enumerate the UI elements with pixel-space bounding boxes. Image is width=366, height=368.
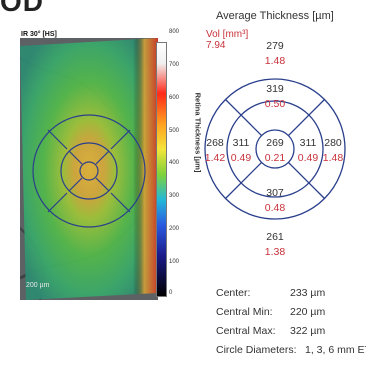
- outer-superior-thickness: 279: [266, 40, 284, 52]
- central-max-value: 322 µm: [290, 325, 326, 337]
- eye-label: OD: [0, 0, 44, 17]
- scale-tick: 300: [169, 193, 180, 199]
- inner-inferior-volume: 0.48: [265, 202, 286, 214]
- outer-nasal-thickness: 280: [324, 137, 342, 149]
- total-volume: 7.94: [206, 40, 226, 51]
- thickness-map-image: [20, 38, 158, 300]
- map-scale-label: 200 µm: [26, 282, 50, 289]
- inner-temporal-volume: 0.49: [231, 152, 252, 164]
- inner-ring: [226, 100, 324, 198]
- volume-label: Vol [mm³]: [206, 29, 249, 40]
- center-label: Center:: [216, 287, 251, 299]
- scale-tick: 800: [169, 29, 180, 35]
- scale-tick: 100: [169, 259, 180, 265]
- scale-tick: 400: [169, 160, 180, 166]
- circle-diameters-value: 1, 3, 6 mm ETDRS: [305, 344, 366, 356]
- outer-inferior-volume: 1.38: [265, 246, 286, 258]
- center-value: 233 µm: [290, 287, 326, 299]
- inner-inferior-thickness: 307: [266, 187, 284, 199]
- circle-diameters-label: Circle Diameters:: [216, 344, 297, 356]
- scale-title: Retina Thickness [µm]: [193, 92, 203, 173]
- inner-temporal-thickness: 311: [233, 137, 250, 149]
- scale-tick: 700: [169, 62, 180, 68]
- etdrs-title: Average Thickness [µm]: [216, 10, 334, 22]
- central-min-value: 220 µm: [290, 306, 326, 318]
- center-volume: 0.21: [265, 152, 286, 164]
- central-max-label: Central Max:: [216, 325, 276, 337]
- scale-tick: 600: [169, 95, 180, 101]
- inner-superior-thickness: 319: [266, 83, 284, 95]
- inner-nasal-volume: 0.49: [298, 152, 319, 164]
- thickness-map: [20, 38, 158, 300]
- map-label: IR 30° [HS]: [21, 31, 57, 38]
- center-ring: [255, 129, 295, 169]
- inner-nasal-thickness: 311: [300, 137, 317, 149]
- center-thickness: 269: [266, 137, 284, 149]
- outer-temporal-thickness: 268: [206, 137, 224, 149]
- outer-nasal-volume: 1.48: [323, 152, 344, 164]
- scale-tick: 500: [169, 128, 180, 134]
- scale-tick: 0: [169, 290, 173, 296]
- thickness-color-scale: [156, 42, 167, 297]
- inner-superior-volume: 0.50: [265, 98, 286, 110]
- outer-temporal-volume: 1.42: [205, 152, 226, 164]
- central-min-label: Central Min:: [216, 306, 273, 318]
- outer-inferior-thickness: 261: [266, 231, 284, 243]
- outer-superior-volume: 1.48: [265, 55, 286, 67]
- etdrs-grid: 279 1.48 319 0.50 268 1.42 311 0.49 269 …: [204, 40, 346, 258]
- volume-header: Vol [mm³] 7.94: [206, 29, 248, 51]
- scale-tick: 200: [169, 226, 180, 232]
- outer-ring: [204, 78, 346, 220]
- etdrs-grid-overlay: [32, 114, 146, 228]
